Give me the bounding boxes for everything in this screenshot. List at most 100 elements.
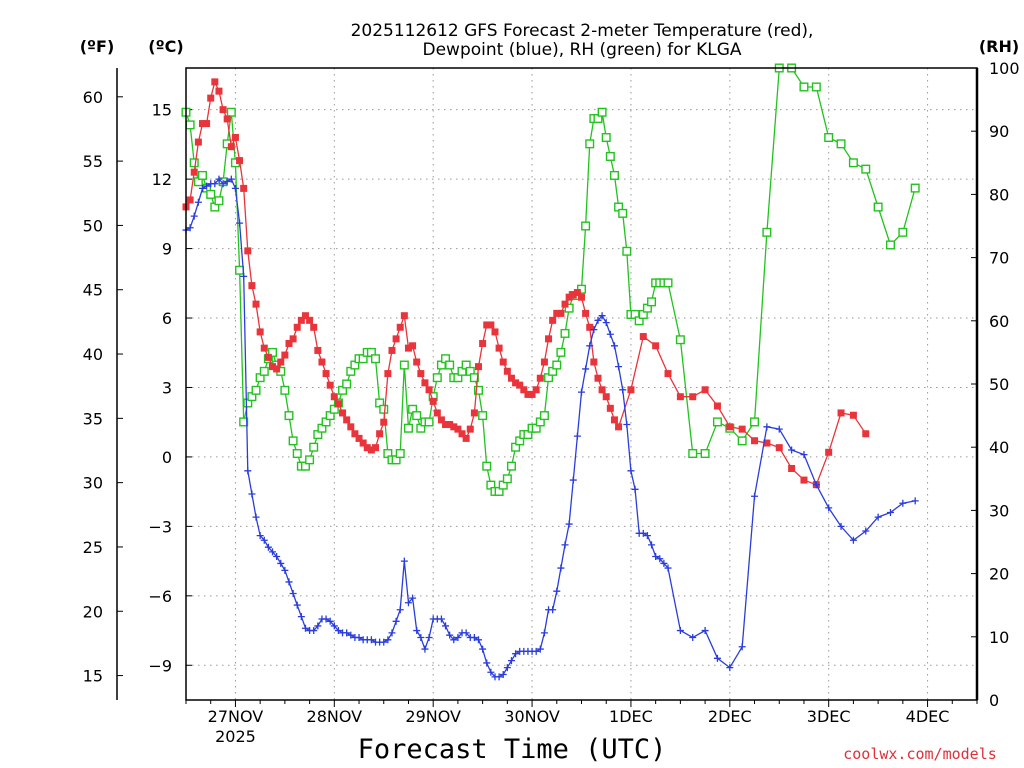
rh-tick-label: 40 [989,438,1009,457]
series-line [185,178,916,678]
rh-point [799,82,809,92]
dewpoint-point [557,564,565,572]
temperature-point [198,120,206,128]
dewpoint-point [578,388,585,396]
rh-point [403,423,413,433]
rh-point [506,461,516,471]
temperature-point [409,342,417,350]
rh-tick-label: 0 [989,691,999,710]
temperature-point [240,184,248,192]
rh-tick-label: 10 [989,628,1009,647]
temperature-point [211,78,219,86]
rh-point [424,417,434,427]
temperature-point [507,374,515,382]
x-tick-label: 30NOV [504,707,560,726]
rh-point [647,297,657,307]
dewpoint-point [450,636,458,644]
temperature-point [293,323,301,331]
temperature-point [351,430,359,438]
rh-point [663,278,673,288]
rh-point [379,404,389,414]
temperature-point [285,339,293,347]
rh-point [762,227,772,237]
temperature-point [837,409,845,417]
fahrenheit-tick-label: 15 [83,667,103,686]
chart-title: 2025112612 GFS Forecast 2-meter Temperat… [351,21,814,60]
temperature-point [545,335,553,343]
x-tick-label: 29NOV [405,707,461,726]
dewpoint-point [503,664,511,672]
temperature-point [676,393,684,401]
rh-tick-label: 100 [989,59,1020,78]
dewpoint-point [483,659,491,667]
dewpoint-point [260,536,268,544]
temperature-point [775,444,783,452]
rh-tick-label: 90 [989,122,1009,141]
dewpoint-point [565,520,573,528]
dewpoint-point [384,636,392,644]
dewpoint-point [322,615,330,623]
title-line-2: Dewpoint (blue), RH (green) for KLGA [423,40,742,60]
dewpoint-point [598,312,606,320]
dewpoint-point [631,485,639,493]
temperature-point [825,448,833,456]
dewpoint-point [194,198,202,206]
rh-point [885,240,895,250]
rh-point [206,189,216,199]
rh-tick-label: 20 [989,565,1009,584]
dewpoint-point [475,636,483,644]
temperature-point [260,344,268,352]
fahrenheit-tick-label: 50 [83,216,103,235]
temperature-point [363,444,371,452]
fahrenheit-tick-label: 30 [83,474,103,493]
dewpoint-point [470,633,478,641]
temperature-point [450,423,458,431]
dewpoint-point [244,467,252,475]
temperature-point [421,379,429,387]
dewpoint-point [404,599,412,607]
rh-point [622,246,632,256]
rh-point [556,347,566,357]
temperature-point [367,446,375,454]
rh-point [239,417,249,427]
temperature-point [569,291,577,299]
temperature-point [269,363,277,371]
dewpoint-point [615,363,623,371]
dewpoint-point [248,490,256,498]
rh-point [259,366,269,376]
temperature-point [380,418,388,426]
dewpoint-point [297,613,305,621]
fahrenheit-ticks: 60 55 50 45 40 35 30 25 20 15 [83,88,123,686]
rh-point [910,183,920,193]
rh-tick-label: 30 [989,501,1009,520]
rh-point [560,328,570,338]
temperature-point [738,425,746,433]
temperature-point [190,168,198,176]
dewpoint-point [660,559,668,567]
temperature-point [244,247,252,255]
rh-point [824,133,834,143]
x-tick-label: 28NOV [307,707,363,726]
dewpoint-point [648,541,656,549]
dewpoint-point [623,421,631,429]
dewpoint-point [540,629,548,637]
temperature-point [322,370,330,378]
dewpoint-point [874,513,882,521]
x-tick-sublabel: 2025 [215,727,256,746]
rh-point [688,449,698,459]
temperature-point [540,358,548,366]
temperature-point [466,425,474,433]
rh-point [712,417,722,427]
dewpoint-point [656,555,664,563]
temperature-point [528,390,536,398]
fahrenheit-unit-label: (ºF) [80,37,115,56]
dewpoint-point [837,522,845,530]
temperature-point [751,437,759,445]
temperature-point [475,363,483,371]
temperature-point [491,328,499,336]
fahrenheit-axis: 60 55 50 45 40 35 30 25 20 15 [83,68,123,700]
temperature-point [627,386,635,394]
dewpoint-point [219,180,227,188]
temperature-point [400,312,408,320]
temperature-point [273,365,281,373]
